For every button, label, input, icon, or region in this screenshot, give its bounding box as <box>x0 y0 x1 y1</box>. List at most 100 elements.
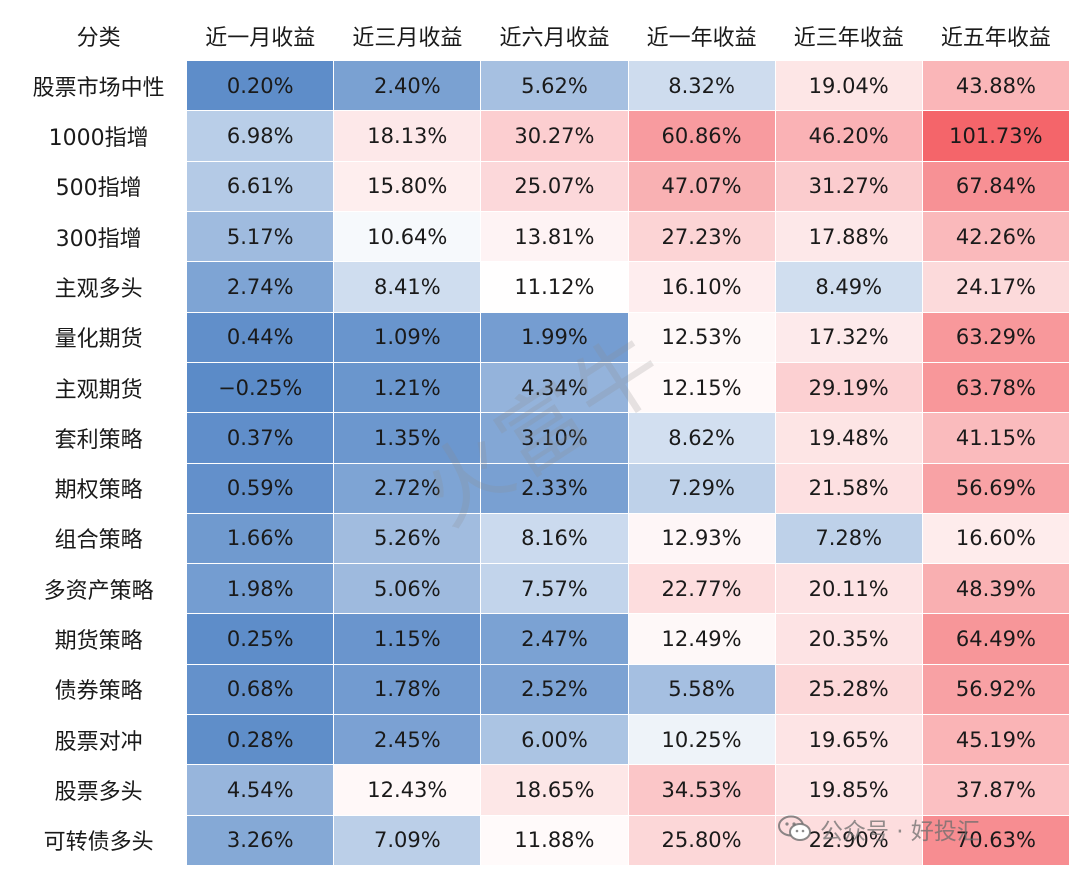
heat-cell-1m: 0.25% <box>186 613 335 665</box>
heatmap-body: 股票市场中性 0.20% 2.40% 5.62% 8.32% 19.04% 43.88% 10… <box>9 59 1071 867</box>
heat-cell-3m: 8.41% <box>333 261 482 313</box>
heat-cell-1m: 6.98% <box>186 110 335 162</box>
heat-cell-3y: 29.19% <box>774 361 923 414</box>
row-category-label: 可转债多头 <box>9 814 188 867</box>
table-row: 债券策略 0.68% 1.78% 2.52% 5.58% 25.28% 56.92% <box>9 663 1071 716</box>
heat-cell-6m: 25.07% <box>480 160 629 212</box>
heat-cell-3y: 19.48% <box>774 412 923 464</box>
row-category-label: 期货策略 <box>9 613 188 665</box>
heat-cell-6m: 4.34% <box>480 361 629 414</box>
header-row: 分类 近一月收益 近三月收益 近六月收益 近一年收益 近三年收益 近五年收益 <box>9 10 1071 61</box>
heat-cell-5y: 63.78% <box>921 361 1071 414</box>
heat-cell-1m: 0.44% <box>186 311 335 363</box>
heat-cell-3m: 1.78% <box>333 663 482 716</box>
heat-cell-3m: 10.64% <box>333 210 482 263</box>
heat-cell-3y: 20.35% <box>774 613 923 665</box>
row-category-label: 量化期货 <box>9 311 188 363</box>
heat-cell-1y: 5.58% <box>627 663 776 716</box>
heat-cell-1m: 2.74% <box>186 261 335 313</box>
heat-cell-5y: 48.39% <box>921 563 1071 615</box>
heat-cell-3y: 25.28% <box>774 663 923 716</box>
heat-cell-5y: 70.63% <box>921 814 1071 867</box>
heat-cell-6m: 2.33% <box>480 462 629 514</box>
heat-cell-3y: 17.32% <box>774 311 923 363</box>
table-row: 1000指增 6.98% 18.13% 30.27% 60.86% 46.20% 101.7… <box>9 110 1071 162</box>
heat-cell-5y: 43.88% <box>921 59 1071 112</box>
heat-cell-3y: 19.04% <box>774 59 923 112</box>
heat-cell-1y: 8.62% <box>627 412 776 464</box>
heat-cell-3y: 22.90% <box>774 814 923 867</box>
heat-cell-3y: 46.20% <box>774 110 923 162</box>
heat-cell-3m: 1.15% <box>333 613 482 665</box>
heat-cell-5y: 42.26% <box>921 210 1071 263</box>
heat-cell-6m: 11.88% <box>480 814 629 867</box>
row-category-label: 多资产策略 <box>9 563 188 615</box>
heat-cell-3y: 7.28% <box>774 512 923 565</box>
table-row: 期货策略 0.25% 1.15% 2.47% 12.49% 20.35% 64.49% <box>9 613 1071 665</box>
table-row: 股票多头 4.54% 12.43% 18.65% 34.53% 19.85% 37.87% <box>9 764 1071 816</box>
row-category-label: 500指增 <box>9 160 188 212</box>
heat-cell-1y: 16.10% <box>627 261 776 313</box>
heat-cell-5y: 45.19% <box>921 714 1071 766</box>
heat-cell-1m: 0.68% <box>186 663 335 716</box>
table-row: 300指增 5.17% 10.64% 13.81% 27.23% 17.88% 42.26% <box>9 210 1071 263</box>
header-category: 分类 <box>9 10 188 61</box>
table-row: 股票市场中性 0.20% 2.40% 5.62% 8.32% 19.04% 43.88% <box>9 59 1071 112</box>
heat-cell-3y: 21.58% <box>774 462 923 514</box>
heat-cell-5y: 101.73% <box>921 110 1071 162</box>
heat-cell-3y: 19.65% <box>774 714 923 766</box>
row-category-label: 300指增 <box>9 210 188 263</box>
heat-cell-1m: 1.98% <box>186 563 335 615</box>
table-row: 可转债多头 3.26% 7.09% 11.88% 25.80% 22.90% 70.63% <box>9 814 1071 867</box>
heat-cell-3m: 7.09% <box>333 814 482 867</box>
heat-cell-3m: 18.13% <box>333 110 482 162</box>
heat-cell-3m: 2.72% <box>333 462 482 514</box>
table-row: 量化期货 0.44% 1.09% 1.99% 12.53% 17.32% 63.29% <box>9 311 1071 363</box>
heat-cell-1m: 0.28% <box>186 714 335 766</box>
header-6m: 近六月收益 <box>480 10 629 61</box>
heat-cell-1y: 60.86% <box>627 110 776 162</box>
row-category-label: 主观多头 <box>9 261 188 313</box>
heat-cell-5y: 63.29% <box>921 311 1071 363</box>
heat-cell-6m: 7.57% <box>480 563 629 615</box>
heat-cell-1y: 12.93% <box>627 512 776 565</box>
heat-cell-5y: 56.69% <box>921 462 1071 514</box>
heat-cell-1m: 0.20% <box>186 59 335 112</box>
heat-cell-1y: 27.23% <box>627 210 776 263</box>
heat-cell-3m: 1.35% <box>333 412 482 464</box>
heat-cell-1y: 12.15% <box>627 361 776 414</box>
heat-cell-3m: 12.43% <box>333 764 482 816</box>
heat-cell-6m: 2.52% <box>480 663 629 716</box>
heat-cell-1m: 5.17% <box>186 210 335 263</box>
heat-cell-1y: 8.32% <box>627 59 776 112</box>
heat-cell-6m: 11.12% <box>480 261 629 313</box>
row-category-label: 股票市场中性 <box>9 59 188 112</box>
row-category-label: 债券策略 <box>9 663 188 716</box>
heat-cell-5y: 16.60% <box>921 512 1071 565</box>
heat-cell-3m: 5.06% <box>333 563 482 615</box>
heat-cell-6m: 1.99% <box>480 311 629 363</box>
heat-cell-6m: 6.00% <box>480 714 629 766</box>
heat-cell-1m: 0.59% <box>186 462 335 514</box>
table-row: 多资产策略 1.98% 5.06% 7.57% 22.77% 20.11% 48.39% <box>9 563 1071 615</box>
heat-cell-3y: 19.85% <box>774 764 923 816</box>
heat-cell-3y: 20.11% <box>774 563 923 615</box>
row-category-label: 主观期货 <box>9 361 188 414</box>
row-category-label: 组合策略 <box>9 512 188 565</box>
header-5y: 近五年收益 <box>921 10 1071 61</box>
heat-cell-3m: 2.40% <box>333 59 482 112</box>
heat-cell-1y: 47.07% <box>627 160 776 212</box>
table-row: 股票对冲 0.28% 2.45% 6.00% 10.25% 19.65% 45.19% <box>9 714 1071 766</box>
heat-cell-1m: 4.54% <box>186 764 335 816</box>
table-row: 主观多头 2.74% 8.41% 11.12% 16.10% 8.49% 24.17% <box>9 261 1071 313</box>
heat-cell-3m: 1.09% <box>333 311 482 363</box>
heat-cell-3y: 31.27% <box>774 160 923 212</box>
header-1y: 近一年收益 <box>627 10 776 61</box>
heat-cell-3m: 5.26% <box>333 512 482 565</box>
heat-cell-1m: 1.66% <box>186 512 335 565</box>
heat-cell-1y: 12.53% <box>627 311 776 363</box>
table-row: 套利策略 0.37% 1.35% 3.10% 8.62% 19.48% 41.15% <box>9 412 1071 464</box>
heat-cell-5y: 37.87% <box>921 764 1071 816</box>
table-row: 组合策略 1.66% 5.26% 8.16% 12.93% 7.28% 16.60% <box>9 512 1071 565</box>
heat-cell-1m: 6.61% <box>186 160 335 212</box>
